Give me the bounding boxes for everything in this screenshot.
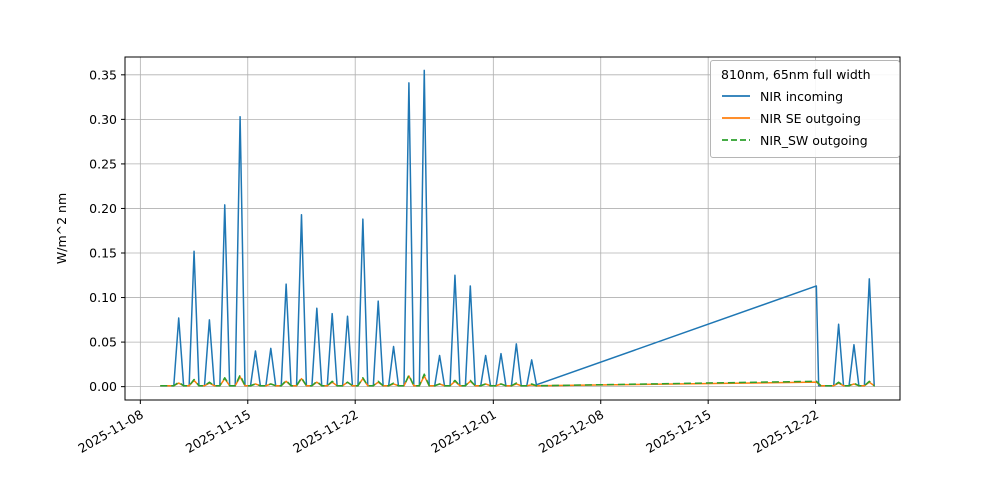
x-tick-label: 2025-11-22 — [290, 407, 360, 456]
y-tick-label: 0.25 — [89, 156, 117, 171]
y-tick-label: 0.30 — [89, 112, 117, 127]
y-tick-label: 0.35 — [89, 67, 117, 82]
series-nir-se-outgoing — [160, 375, 875, 387]
x-tick-label: 2025-12-01 — [428, 407, 498, 456]
legend-line-swatch — [722, 95, 750, 97]
legend: 810nm, 65nm full width NIR incoming NIR S… — [710, 60, 900, 158]
plot-frame — [124, 56, 901, 401]
x-tick-label: 2025-12-15 — [643, 407, 713, 456]
y-tick-label: 0.20 — [89, 201, 117, 216]
y-tick-label: 0.05 — [89, 335, 117, 350]
y-axis-label: W/m^2 nm — [54, 193, 69, 264]
legend-title: 810nm, 65nm full width — [721, 67, 871, 82]
legend-line-swatch — [722, 117, 750, 119]
legend-item-label: NIR SE outgoing — [760, 110, 861, 126]
x-tick-label: 2025-12-08 — [536, 407, 606, 456]
x-tick-label: 2025-11-08 — [75, 407, 145, 456]
y-tick-label: 0.10 — [89, 290, 117, 305]
legend-item-nir-incoming: NIR incoming — [721, 85, 889, 107]
legend-item-label: NIR incoming — [760, 88, 844, 104]
legend-item-nir-se-outgoing: NIR SE outgoing — [721, 107, 889, 129]
legend-line-swatch — [722, 139, 750, 141]
y-tick-label: 0.00 — [89, 379, 117, 394]
legend-item-nir-sw-outgoing: NIR_SW outgoing — [721, 129, 889, 151]
x-tick-label: 2025-12-22 — [751, 407, 821, 456]
y-tick-label: 0.15 — [89, 246, 117, 261]
x-tick-label: 2025-11-15 — [183, 407, 253, 456]
legend-items: NIR incoming NIR SE outgoing NIR_SW outgoi… — [721, 85, 889, 151]
legend-item-label: NIR_SW outgoing — [760, 132, 868, 148]
